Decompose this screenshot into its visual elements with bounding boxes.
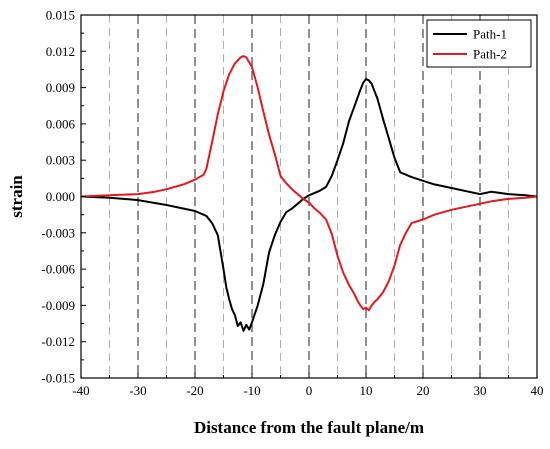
y-tick-label: -0.006 [41, 262, 75, 277]
y-tick-label: 0.012 [46, 44, 75, 59]
y-tick-label: 0.009 [46, 80, 75, 95]
x-tick-label: 20 [417, 383, 430, 398]
x-tick-label: -10 [243, 383, 260, 398]
x-axis-title: Distance from the fault plane/m [194, 418, 424, 437]
x-tick-label: -30 [129, 383, 146, 398]
y-tick-label: -0.015 [41, 371, 75, 386]
y-tick-label: -0.009 [41, 298, 75, 313]
y-tick-label: -0.012 [41, 334, 75, 349]
x-tick-label: 0 [306, 383, 313, 398]
legend-label: Path-2 [473, 47, 507, 62]
legend-box [426, 19, 532, 68]
series-line [80, 55, 538, 312]
y-tick-label: 0.000 [46, 189, 75, 204]
y-tick-label: 0.003 [46, 153, 75, 168]
legend-label: Path-1 [473, 27, 507, 42]
x-tick-label: -20 [186, 383, 203, 398]
y-tick-label: 0.006 [46, 116, 76, 131]
y-axis-title: strain [7, 175, 26, 218]
y-tick-label: -0.003 [41, 225, 75, 240]
x-tick-label: 30 [474, 383, 487, 398]
x-tick-label: 40 [531, 383, 544, 398]
x-tick-label: -40 [72, 383, 89, 398]
series-line [80, 78, 538, 332]
x-tick-label: 10 [360, 383, 373, 398]
y-tick-label: 0.015 [46, 8, 75, 23]
